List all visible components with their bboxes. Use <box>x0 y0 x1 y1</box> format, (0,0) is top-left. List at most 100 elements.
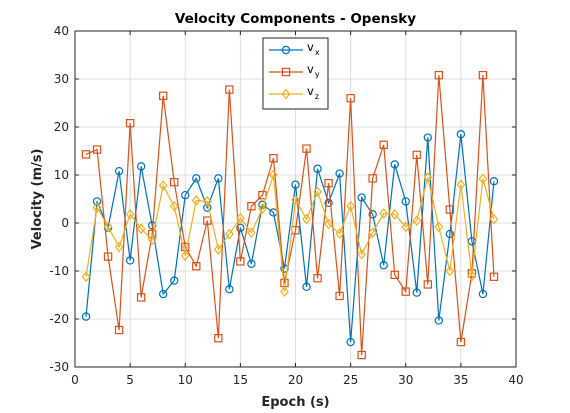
x-tick-label: 0 <box>71 373 79 387</box>
data-point-vz <box>213 244 223 255</box>
data-point-vy <box>258 190 267 200</box>
legend-label-main: v <box>307 40 314 54</box>
data-point-vy <box>114 325 124 335</box>
x-tick-label: 10 <box>178 373 193 387</box>
data-point-vx <box>478 289 488 299</box>
data-point-vy <box>81 150 91 159</box>
data-point-vz <box>280 286 289 297</box>
data-point-vy <box>335 291 344 301</box>
series-line-vx <box>85 134 495 343</box>
x-tick-label: 25 <box>343 373 358 387</box>
data-point-vz <box>136 223 146 235</box>
series-vz <box>81 169 499 297</box>
data-point-vy <box>103 252 113 261</box>
data-point-vz <box>324 218 333 230</box>
x-tick-label: 40 <box>508 373 523 387</box>
data-point-vz <box>180 250 190 261</box>
data-point-vy <box>302 144 311 153</box>
data-point-vy <box>379 140 388 149</box>
data-point-vz <box>158 180 168 191</box>
data-point-vy <box>456 337 466 347</box>
data-point-vy <box>159 91 168 100</box>
data-point-vx <box>291 180 300 189</box>
data-point-vy <box>125 118 135 128</box>
data-point-vz <box>379 208 389 219</box>
y-tick-label: 0 <box>61 216 69 230</box>
data-point-vz <box>335 228 344 239</box>
data-point-vx <box>368 210 377 219</box>
x-tick-label: 5 <box>126 373 134 387</box>
data-point-vx <box>412 288 421 297</box>
data-point-vz <box>191 195 201 206</box>
y-tick-label: 20 <box>54 120 69 134</box>
y-tick-label: 10 <box>54 168 69 182</box>
data-point-vy <box>467 269 477 278</box>
y-tick-label: -20 <box>49 312 69 326</box>
data-point-vy <box>192 262 201 271</box>
data-point-vz <box>357 248 367 260</box>
data-point-vz <box>258 203 267 214</box>
legend-marker-vz <box>281 88 291 100</box>
legend-label-subscript: y <box>315 70 320 79</box>
data-point-vx <box>423 133 432 142</box>
data-point-vx <box>136 162 146 171</box>
data-point-vz <box>125 209 135 220</box>
data-point-vx <box>181 190 190 200</box>
data-point-vz <box>390 209 400 220</box>
data-point-vz <box>412 215 422 226</box>
data-point-vx <box>125 256 135 265</box>
data-point-vz <box>269 169 278 181</box>
data-point-vx <box>324 198 333 208</box>
data-point-vz <box>103 221 113 233</box>
data-point-vy <box>401 287 410 296</box>
chart-title: Velocity Components - Opensky <box>175 11 416 27</box>
data-point-vy <box>136 293 146 302</box>
legend-label-main: v <box>307 62 314 76</box>
data-point-vx <box>379 261 388 270</box>
x-tick-label: 35 <box>453 373 468 387</box>
data-point-vy <box>390 270 399 280</box>
data-point-vz <box>202 196 212 207</box>
data-point-vx <box>170 276 179 285</box>
data-point-vz <box>456 179 466 190</box>
y-tick-label: 40 <box>54 24 69 38</box>
data-point-vy <box>423 280 433 289</box>
data-point-vx <box>225 285 234 294</box>
data-point-vz <box>114 241 124 253</box>
legend-marker-vy <box>281 67 291 77</box>
data-point-vx <box>357 193 366 202</box>
legend-label: vy <box>307 62 320 79</box>
x-axis-label: Epoch (s) <box>261 395 329 410</box>
data-point-vx <box>346 337 355 347</box>
data-point-vy <box>170 178 179 187</box>
data-point-vy <box>346 93 355 103</box>
y-tick-label: -30 <box>49 360 69 374</box>
data-point-vz <box>302 213 311 225</box>
series-vy <box>81 70 499 360</box>
data-point-vz <box>423 172 433 183</box>
data-point-vz <box>291 194 300 206</box>
data-point-vy <box>92 145 102 154</box>
data-point-vy <box>412 150 421 160</box>
data-point-vz <box>434 221 444 233</box>
data-point-vx <box>313 164 322 173</box>
data-point-vz <box>445 265 455 277</box>
data-point-vz <box>81 271 91 283</box>
data-point-vx <box>214 174 223 183</box>
data-point-vx <box>81 312 91 321</box>
data-point-vx <box>456 129 466 139</box>
legend-label: vz <box>307 84 319 101</box>
data-point-vx <box>390 160 399 169</box>
data-point-vx <box>92 197 102 206</box>
legend-item-vy: vy <box>269 62 320 79</box>
legend-label-main: v <box>307 84 314 98</box>
data-point-vz <box>235 212 245 224</box>
data-point-vy <box>203 216 212 225</box>
data-point-vy <box>269 154 278 163</box>
data-point-vx <box>445 229 455 239</box>
series-layer <box>81 70 499 360</box>
data-point-vz <box>489 213 499 225</box>
data-point-vx <box>434 316 444 325</box>
